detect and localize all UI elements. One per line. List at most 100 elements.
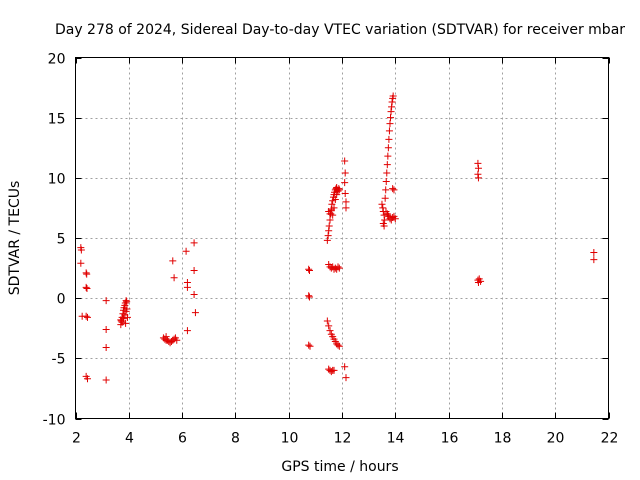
data-point bbox=[341, 363, 349, 371]
data-point bbox=[334, 341, 342, 349]
data-point bbox=[330, 366, 338, 374]
data-point bbox=[380, 222, 388, 230]
data-point bbox=[342, 204, 350, 212]
data-point bbox=[82, 312, 90, 320]
data-point bbox=[122, 297, 130, 305]
x-tick-label: 6 bbox=[178, 431, 187, 447]
data-point bbox=[342, 198, 350, 206]
data-point bbox=[388, 103, 396, 111]
data-point bbox=[386, 120, 394, 128]
data-point bbox=[305, 292, 313, 300]
y-tick-label: 5 bbox=[57, 232, 66, 248]
y-tick-label: 15 bbox=[48, 112, 66, 128]
data-point bbox=[389, 92, 397, 100]
data-point bbox=[190, 266, 198, 274]
data-point bbox=[379, 204, 387, 212]
x-axis-label: GPS time / hours bbox=[281, 459, 398, 475]
tick-labels: 2 4 6 8 10 12 14 16 18 20 22 -10 -5 0 5 10 15 20 bbox=[43, 52, 619, 447]
data-point bbox=[325, 322, 333, 330]
data-point bbox=[83, 270, 91, 278]
x-tick-label: 12 bbox=[334, 431, 352, 447]
data-point bbox=[341, 179, 349, 187]
data-point bbox=[323, 317, 331, 325]
data-point bbox=[335, 186, 343, 194]
data-point bbox=[385, 127, 393, 135]
data-point bbox=[173, 336, 181, 344]
data-point bbox=[474, 159, 482, 167]
data-point bbox=[335, 342, 343, 350]
data-point bbox=[384, 211, 392, 219]
data-point bbox=[387, 108, 395, 116]
y-tick-label: -5 bbox=[52, 352, 66, 368]
data-point bbox=[117, 316, 125, 324]
plot-frame bbox=[75, 57, 609, 419]
data-point bbox=[474, 170, 482, 178]
data-point bbox=[384, 144, 392, 152]
data-point bbox=[383, 169, 391, 177]
data-point bbox=[324, 232, 332, 240]
y-tick-label: 20 bbox=[48, 52, 66, 68]
chart-title: Day 278 of 2024, Sidereal Day-to-day VTE… bbox=[55, 22, 625, 38]
x-tick-label: 8 bbox=[231, 431, 240, 447]
data-point bbox=[384, 152, 392, 160]
data-point bbox=[123, 313, 131, 321]
data-point bbox=[388, 98, 396, 106]
data-point bbox=[590, 248, 598, 256]
y-tick-label: 10 bbox=[48, 172, 66, 188]
y-tick-label: -10 bbox=[43, 413, 66, 429]
data-point bbox=[383, 161, 391, 169]
data-point bbox=[182, 247, 190, 255]
data-point bbox=[335, 185, 343, 193]
x-tick-label: 18 bbox=[494, 431, 512, 447]
data-point bbox=[102, 344, 110, 352]
data-point bbox=[325, 227, 333, 235]
data-point bbox=[385, 135, 393, 143]
data-points bbox=[77, 92, 598, 384]
data-point bbox=[330, 204, 338, 212]
data-point bbox=[82, 283, 90, 291]
x-tick-label: 22 bbox=[601, 431, 619, 447]
data-point bbox=[323, 236, 331, 244]
data-point bbox=[326, 327, 334, 335]
data-point bbox=[102, 325, 110, 333]
data-point bbox=[391, 215, 399, 223]
data-point bbox=[77, 246, 85, 254]
data-point bbox=[325, 222, 333, 230]
data-point bbox=[83, 285, 91, 293]
data-point bbox=[305, 266, 313, 274]
data-point bbox=[387, 114, 395, 122]
data-point bbox=[329, 211, 337, 219]
x-tick-label: 10 bbox=[281, 431, 299, 447]
data-point bbox=[382, 186, 390, 194]
data-point bbox=[378, 200, 386, 208]
data-point bbox=[191, 309, 199, 317]
data-point bbox=[83, 313, 91, 321]
data-point bbox=[382, 208, 390, 216]
data-point bbox=[474, 164, 482, 172]
data-point bbox=[102, 376, 110, 384]
data-point bbox=[334, 263, 342, 271]
data-point bbox=[162, 336, 170, 344]
data-point bbox=[305, 341, 313, 349]
data-point bbox=[341, 157, 349, 165]
data-point bbox=[326, 216, 334, 224]
data-point bbox=[170, 274, 178, 282]
data-point bbox=[335, 264, 343, 272]
x-tick-label: 16 bbox=[441, 431, 459, 447]
data-point bbox=[305, 293, 313, 301]
data-point bbox=[123, 305, 131, 313]
x-tick-label: 4 bbox=[125, 431, 134, 447]
data-point bbox=[341, 169, 349, 177]
y-axis-label: SDTVAR / TECUs bbox=[7, 181, 23, 296]
x-tick-label: 20 bbox=[547, 431, 565, 447]
data-point bbox=[123, 298, 131, 306]
data-point bbox=[183, 283, 191, 291]
data-point bbox=[381, 216, 389, 224]
y-tick-label: 0 bbox=[57, 292, 66, 308]
data-point bbox=[305, 265, 313, 273]
grid bbox=[75, 57, 609, 419]
data-point bbox=[83, 375, 91, 383]
data-point bbox=[390, 186, 398, 194]
x-tick-label: 14 bbox=[387, 431, 405, 447]
